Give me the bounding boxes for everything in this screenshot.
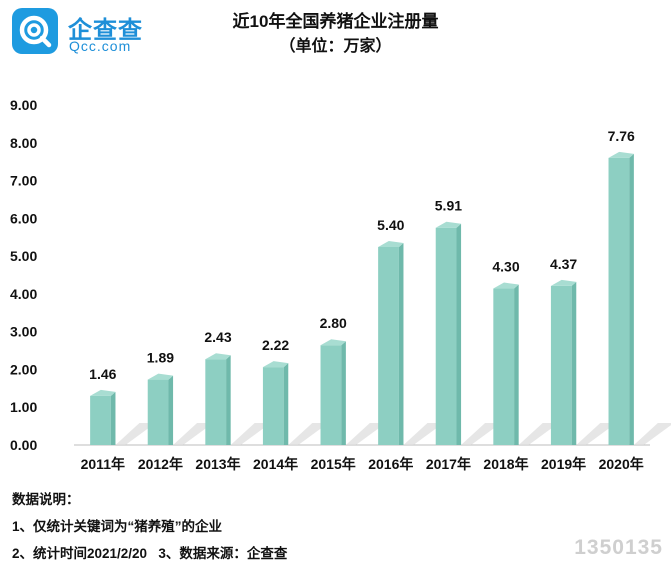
bar-top [205, 353, 231, 360]
data-label: 5.91 [435, 198, 462, 214]
y-tick-label: 3.00 [10, 324, 37, 340]
bar-side [629, 153, 634, 445]
x-tick-label: 2016年 [368, 456, 413, 472]
bar [205, 359, 227, 445]
x-tick-label: 2017年 [426, 456, 471, 472]
y-tick-label: 0.00 [10, 437, 37, 453]
bar-shadow [288, 423, 329, 445]
x-tick-label: 2018年 [483, 456, 528, 472]
chart-title: 近10年全国养猪企业注册量 [232, 12, 439, 31]
x-tick-label: 2019年 [541, 456, 586, 472]
bar-shadow [518, 423, 559, 445]
data-label: 4.30 [492, 259, 519, 275]
bar-shadow [115, 423, 156, 445]
notes-line-2: 2、统计时间2021/2/20 3、数据来源：企查查 [12, 546, 288, 561]
bar-shadow [230, 423, 271, 445]
bar-top [378, 241, 404, 247]
qcc-logo: 企查查 Qcc.com [12, 8, 172, 58]
logo-text: 企查查 [68, 17, 143, 44]
bar-shadow [461, 423, 502, 445]
bar-shadow [345, 423, 386, 445]
bar-side [168, 375, 174, 445]
x-tick-label: 2020年 [599, 456, 644, 472]
x-tick-label: 2011年 [81, 456, 125, 472]
bar-top [90, 389, 116, 396]
bar [608, 157, 630, 445]
bar-side [110, 391, 116, 445]
bar-top [608, 151, 634, 158]
bar [320, 345, 342, 445]
data-label: 2.43 [204, 329, 231, 345]
data-label: 4.37 [550, 256, 577, 272]
data-label: 1.89 [147, 350, 174, 366]
data-label: 2.22 [262, 337, 289, 353]
y-tick-label: 7.00 [10, 173, 37, 189]
bar [90, 395, 111, 445]
bar-shadow [576, 423, 617, 445]
bar-side [571, 281, 577, 445]
bar-top [550, 279, 577, 286]
x-tick-label: 2012年 [138, 456, 183, 472]
bar-side [341, 341, 346, 445]
bar-shadow [173, 423, 214, 445]
data-label: 1.46 [89, 366, 116, 382]
notes-heading: 数据说明： [12, 492, 80, 507]
bar [147, 379, 169, 445]
bar-top [493, 282, 519, 289]
y-tick-label: 4.00 [10, 286, 37, 302]
bar-side [398, 243, 404, 445]
data-label: 5.40 [377, 217, 404, 233]
bar-top [147, 373, 174, 380]
notes-line-1: 1、仅统计关键词为“猪养殖”的企业 [12, 519, 223, 534]
bar [493, 288, 515, 445]
bar-side [456, 223, 462, 445]
bar-top [262, 361, 289, 368]
x-tick-label: 2014年 [253, 456, 298, 472]
y-tick-label: 5.00 [10, 248, 37, 264]
x-tick-label: 2015年 [311, 456, 356, 472]
bar [378, 247, 399, 445]
bar-shadow [633, 423, 671, 445]
chart-subtitle: （单位：万家） [279, 38, 392, 55]
y-tick-label: 1.00 [10, 399, 37, 415]
bar-top [320, 339, 346, 346]
bar [550, 285, 572, 445]
bar-side [514, 284, 519, 445]
qcc-logo-icon [12, 8, 58, 54]
y-tick-label: 8.00 [10, 135, 37, 151]
x-tick-label: 2013年 [195, 456, 240, 472]
data-label: 7.76 [608, 128, 635, 144]
watermark: 1350135 [574, 536, 663, 559]
bar [435, 227, 457, 445]
data-notes: 数据说明： 1、仅统计关键词为“猪养殖”的企业 2、统计时间2021/2/20 … [12, 486, 287, 567]
y-tick-label: 9.00 [10, 97, 37, 113]
bar-side [283, 363, 289, 445]
y-tick-label: 6.00 [10, 210, 37, 226]
bar-top [435, 221, 462, 228]
bar [262, 367, 284, 445]
y-tick-label: 2.00 [10, 361, 37, 377]
data-label: 2.80 [320, 315, 347, 331]
logo-domain: Qcc.com [69, 38, 132, 54]
bar-side [226, 355, 231, 445]
bar-shadow [403, 423, 444, 445]
